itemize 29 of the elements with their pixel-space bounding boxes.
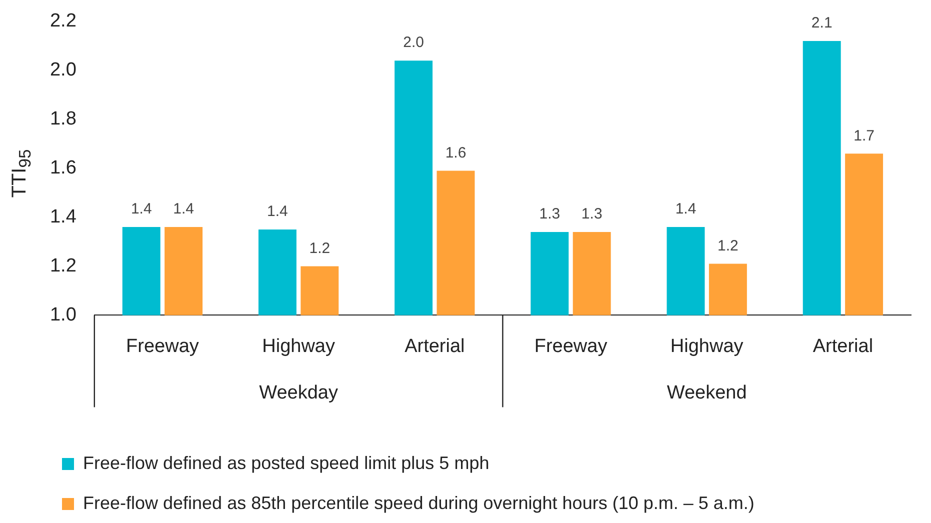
data-label: 2.0 — [403, 34, 424, 52]
x-tick-label: Arterial — [812, 336, 874, 357]
y-tick-label: 1.8 — [50, 108, 76, 130]
data-label: 1.3 — [581, 206, 602, 223]
data-label: 1.2 — [309, 240, 330, 257]
y-tick-label: 1.2 — [50, 255, 76, 276]
data-label: 1.4 — [173, 200, 194, 218]
x-tick-label: Arterial — [404, 336, 465, 357]
y-tick-label: 1.4 — [50, 206, 77, 228]
legend-label: Free-flow defined as posted speed limit plus 5 mph — [83, 452, 490, 473]
data-label: 1.4 — [267, 203, 288, 220]
x-tick-label: Freeway — [534, 336, 608, 357]
text: Weekday — [259, 382, 338, 404]
data-label: 1.4 — [130, 200, 152, 218]
data-label: 1.7 — [854, 127, 874, 144]
legend-label: Free-flow defined as 85th percentile speed during overnight hours (10 p.m. – 5 a.m.) — [83, 492, 754, 513]
data-label: 1.2 — [718, 237, 738, 254]
y-tick-label: 1.6 — [50, 158, 76, 179]
data-label: 1.6 — [445, 144, 466, 162]
x-tick-label: Highway — [670, 336, 744, 357]
x-tick-label: Highway — [262, 336, 336, 357]
x-tick-label: Freeway — [126, 336, 200, 357]
y-tick-label: 2.2 — [50, 10, 76, 32]
y-tick-label: 1.0 — [50, 304, 76, 326]
data-label: 1.4 — [675, 200, 696, 218]
data-label: 2.1 — [811, 14, 832, 32]
text: Weekend — [666, 382, 747, 404]
data-label: 1.3 — [539, 206, 560, 223]
y-tick-label: 2.0 — [50, 60, 76, 81]
